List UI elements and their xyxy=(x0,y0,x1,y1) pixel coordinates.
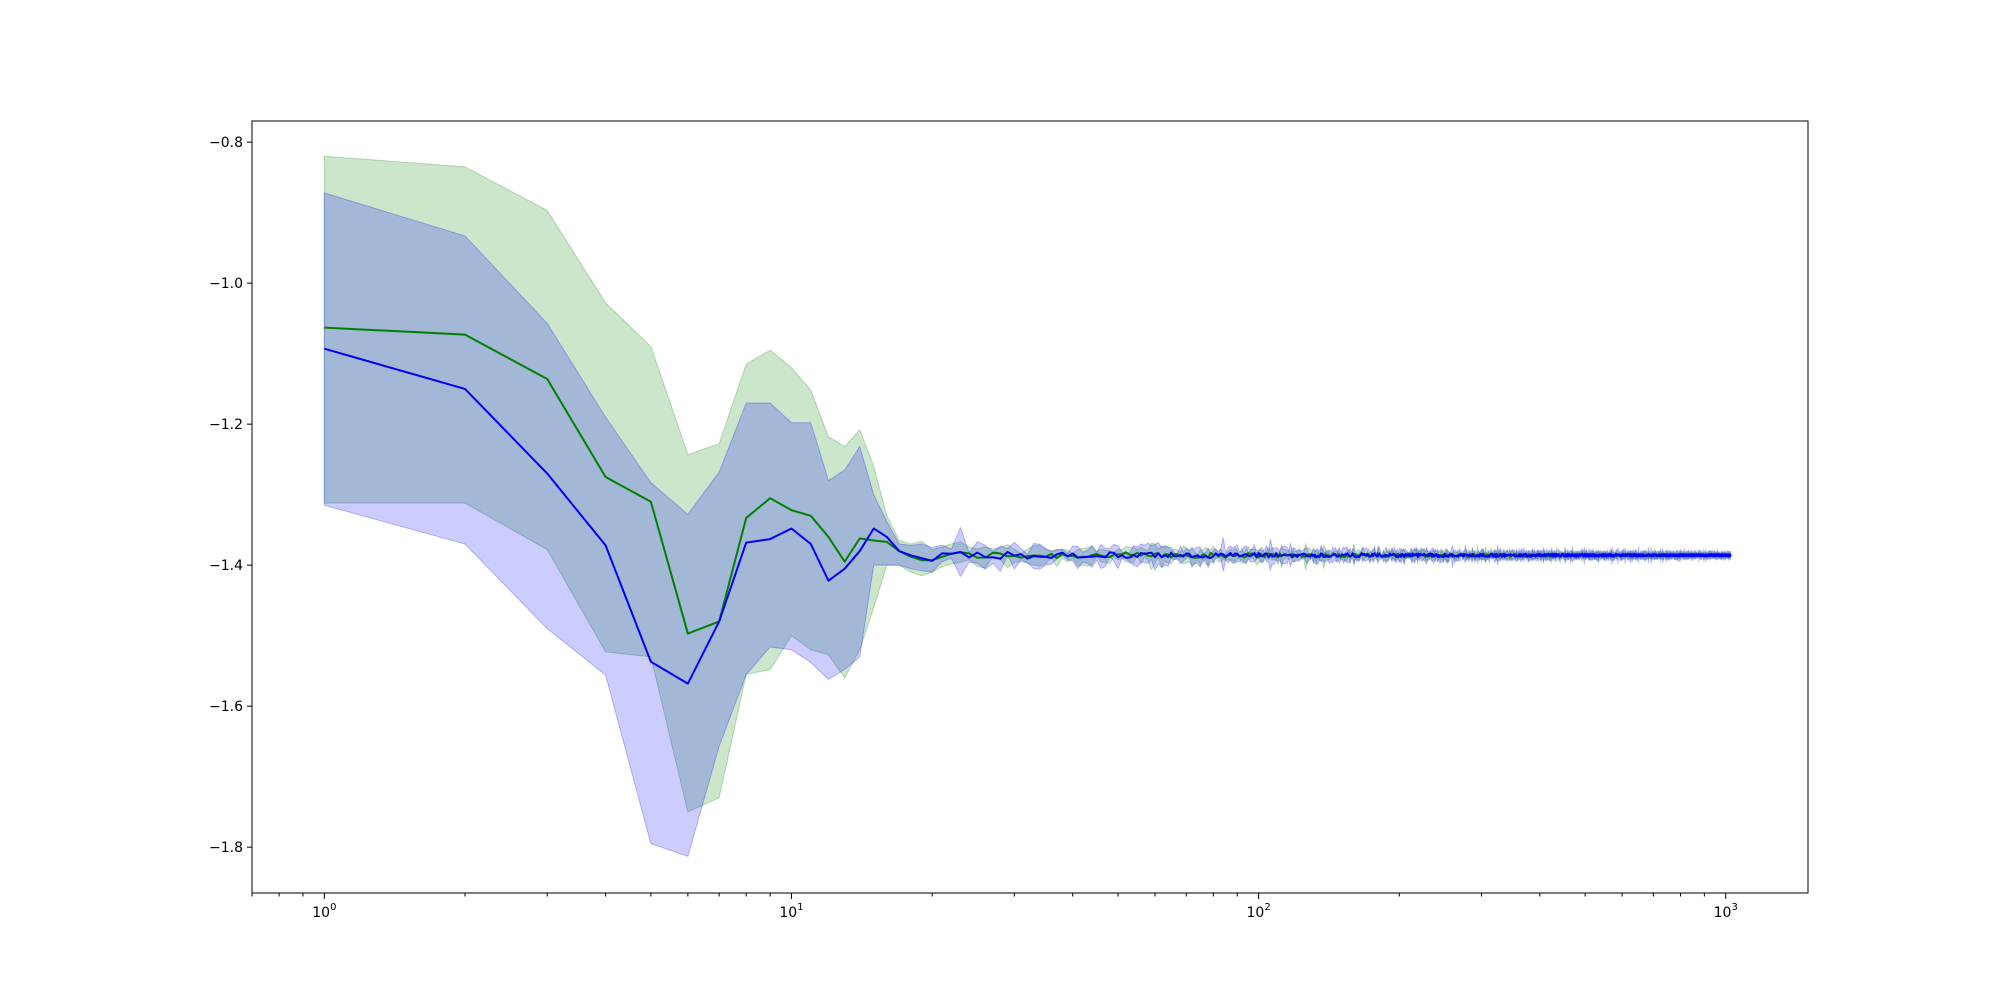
x-tick-label-0: 100 xyxy=(312,902,336,921)
x-tick-label-base-2: 10 xyxy=(1247,905,1265,921)
y-tick-label-4: −1.6 xyxy=(209,699,243,715)
x-tick-label-3: 103 xyxy=(1714,902,1738,921)
x-tick-label-base-0: 10 xyxy=(312,905,330,921)
y-tick-label-1: −1.0 xyxy=(209,276,243,292)
x-tick-label-2: 102 xyxy=(1247,902,1271,921)
y-tick-label-3: −1.4 xyxy=(209,558,243,574)
plot-area xyxy=(323,155,1732,857)
x-tick-label-base-3: 10 xyxy=(1714,905,1732,921)
series-1-line xyxy=(324,347,1732,685)
series-0-band xyxy=(323,155,1732,813)
x-tick-label-1: 101 xyxy=(779,902,803,921)
series-1-band xyxy=(323,192,1732,857)
y-tick-label-0: −0.8 xyxy=(209,135,243,151)
axes-frame xyxy=(251,120,1809,894)
x-tick-label-base-1: 10 xyxy=(779,905,797,921)
x-tick-label-exp-1: 1 xyxy=(797,902,803,913)
y-tick-label-5: −1.8 xyxy=(209,840,243,856)
x-tick-label-exp-2: 2 xyxy=(1264,902,1270,913)
y-tick-label-2: −1.2 xyxy=(209,417,243,433)
x-tick-label-exp-0: 0 xyxy=(330,902,336,913)
x-tick-label-exp-3: 3 xyxy=(1731,902,1737,913)
